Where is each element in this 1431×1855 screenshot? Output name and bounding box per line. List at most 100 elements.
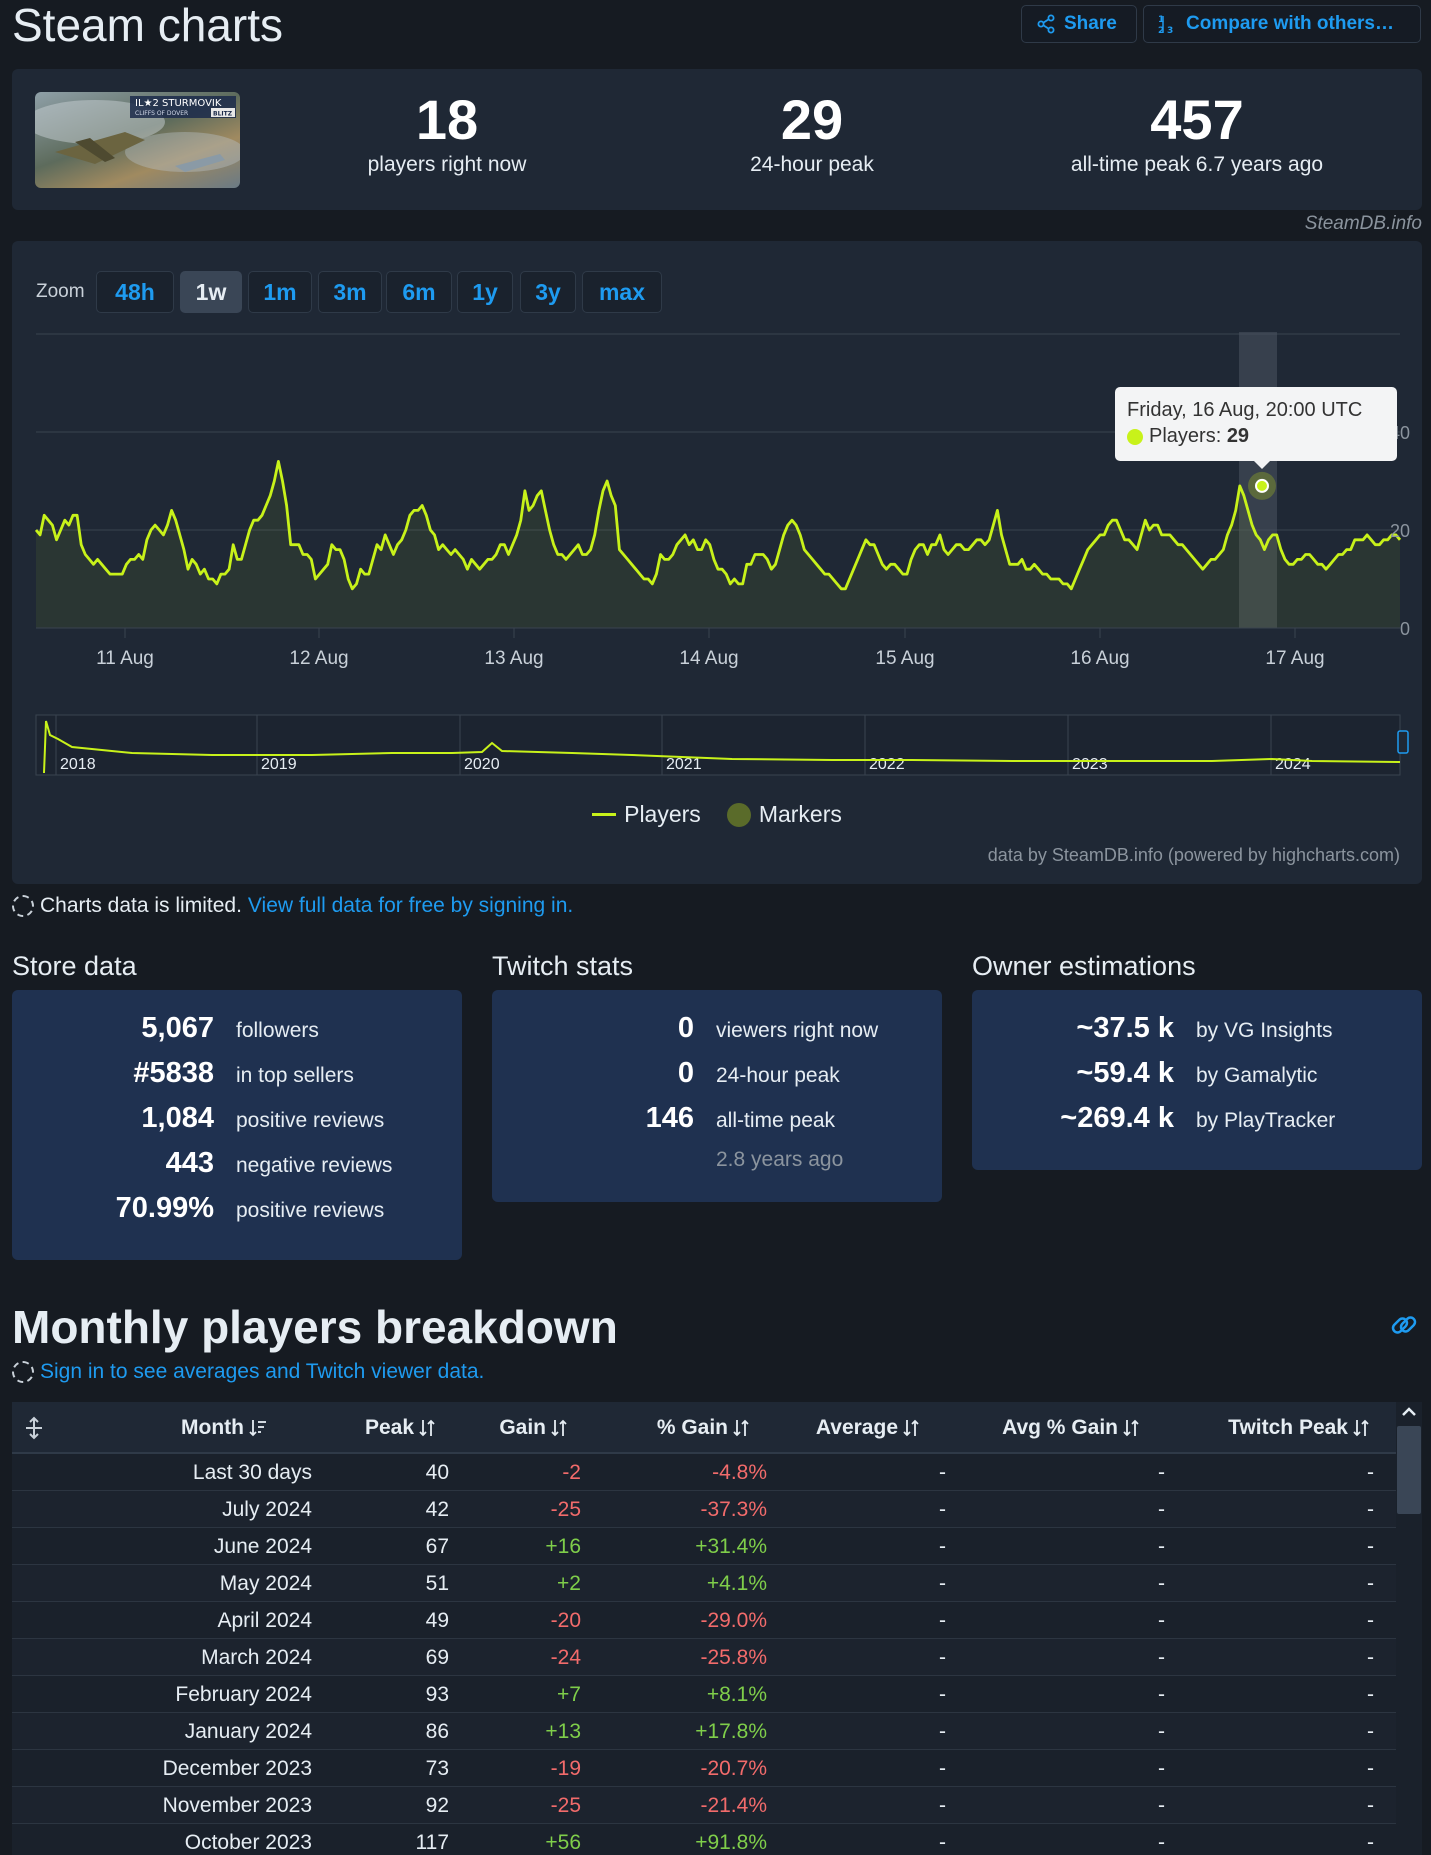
cell-pgain: -29.0% bbox=[700, 1609, 767, 1632]
monthly-signin-link[interactable]: Sign in to see averages and Twitch viewe… bbox=[40, 1360, 485, 1383]
owners-label[interactable]: by PlayTracker bbox=[1196, 1109, 1336, 1132]
table-row[interactable]: July 2024 42 -25 -37.3% - - - bbox=[12, 1491, 1396, 1528]
table-row[interactable]: June 2024 67 +16 +31.4% - - - bbox=[12, 1528, 1396, 1565]
peak-24h-stat: 29 24-hour peak bbox=[732, 89, 892, 177]
cell-pgain: +31.4% bbox=[695, 1535, 767, 1558]
owners-value: ~59.4 k bbox=[1076, 1057, 1174, 1089]
cell-twitch: - bbox=[1367, 1683, 1374, 1706]
table-row[interactable]: March 2024 69 -24 -25.8% - - - bbox=[12, 1639, 1396, 1676]
cell-gain: +56 bbox=[545, 1831, 581, 1854]
table-row[interactable]: November 2023 92 -25 -21.4% - - - bbox=[12, 1787, 1396, 1824]
table-scrollbar[interactable] bbox=[1396, 1402, 1422, 1855]
scroll-thumb[interactable] bbox=[1397, 1426, 1421, 1514]
game-thumbnail[interactable]: IL★2 STURMOVIK CLIFFS OF DOVER BLITZ bbox=[35, 92, 240, 188]
highlight-point bbox=[1255, 478, 1269, 493]
cell-month: December 2023 bbox=[162, 1757, 312, 1780]
column-header-twitch-peak[interactable]: Twitch Peak bbox=[1228, 1416, 1372, 1440]
zoom-button-1m[interactable]: 1m bbox=[248, 271, 312, 313]
column-header-average[interactable]: Average bbox=[816, 1416, 922, 1440]
link-icon[interactable] bbox=[1389, 1310, 1419, 1340]
twitch-label: 24-hour peak bbox=[716, 1064, 840, 1087]
sort-icon bbox=[1123, 1420, 1139, 1437]
alltime-peak-label[interactable]: all-time peak 6.7 years ago bbox=[1070, 152, 1324, 176]
legend-line-icon bbox=[592, 813, 617, 816]
store-value: 1,084 bbox=[141, 1102, 214, 1134]
zoom-button-6m[interactable]: 6m bbox=[386, 271, 452, 313]
zoom-button-48h[interactable]: 48h bbox=[96, 271, 174, 313]
tooltip-series-dot bbox=[1127, 428, 1143, 445]
sort-icon bbox=[1353, 1420, 1369, 1437]
store-value: 5,067 bbox=[141, 1012, 214, 1044]
compare-button[interactable]: 1 2 3 Compare with others… bbox=[1143, 5, 1421, 43]
column-header-label: % Gain bbox=[656, 1416, 728, 1439]
cell-avg: - bbox=[939, 1461, 946, 1484]
players-now-label: players right now bbox=[367, 152, 527, 176]
store-value: #5838 bbox=[133, 1057, 214, 1089]
chart-credit[interactable]: data by SteamDB.info (powered by highcha… bbox=[987, 845, 1400, 865]
cell-twitch: - bbox=[1367, 1609, 1374, 1632]
players-now-value: 18 bbox=[415, 88, 479, 151]
zoom-button-max[interactable]: max bbox=[582, 271, 662, 313]
zoom-button-3y[interactable]: 3y bbox=[520, 271, 576, 313]
table-row[interactable]: May 2024 51 +2 +4.1% - - - bbox=[12, 1565, 1396, 1602]
table-row[interactable]: February 2024 93 +7 +8.1% - - - bbox=[12, 1676, 1396, 1713]
legend-players[interactable]: Players bbox=[592, 801, 701, 828]
cell-avg: - bbox=[939, 1720, 946, 1743]
store-value: 443 bbox=[165, 1147, 214, 1179]
owners-value: ~37.5 k bbox=[1076, 1012, 1174, 1044]
zoom-button-1y[interactable]: 1y bbox=[457, 271, 513, 313]
owners-row: ~37.5 k by VG Insights bbox=[972, 1012, 1422, 1045]
cell-avgp: - bbox=[1158, 1609, 1165, 1632]
twitch-row: 146 all-time peak bbox=[492, 1102, 942, 1135]
navigator-series bbox=[43, 720, 1401, 774]
share-button[interactable]: Share bbox=[1021, 5, 1137, 43]
players-now-stat: 18 players right now bbox=[332, 89, 562, 177]
cell-avgp: - bbox=[1158, 1461, 1165, 1484]
table-row[interactable]: January 2024 86 +13 +17.8% - - - bbox=[12, 1713, 1396, 1750]
signin-link[interactable]: View full data for free by signing in. bbox=[247, 894, 574, 917]
cell-gain: -19 bbox=[550, 1757, 581, 1780]
owners-label[interactable]: by Gamalytic bbox=[1196, 1064, 1318, 1087]
navigator-year-label: 2020 bbox=[464, 756, 500, 773]
column-header-peak[interactable]: Peak bbox=[365, 1416, 438, 1440]
cell-avg: - bbox=[939, 1609, 946, 1632]
tooltip-value: 29 bbox=[1226, 425, 1250, 447]
column-header-gain[interactable]: Gain bbox=[499, 1416, 570, 1440]
cell-gain: +7 bbox=[557, 1683, 581, 1706]
twitch-label: viewers right now bbox=[716, 1019, 879, 1042]
scroll-up-icon[interactable] bbox=[1401, 1406, 1417, 1418]
cell-avgp: - bbox=[1158, 1535, 1165, 1558]
twitch-label: all-time peak bbox=[716, 1109, 836, 1132]
tooltip-series-label: Players: bbox=[1149, 425, 1222, 447]
table-row[interactable]: Last 30 days 40 -2 -4.8% - - - bbox=[12, 1454, 1396, 1491]
store-label: in top sellers bbox=[236, 1064, 354, 1087]
steamdb-credit: SteamDB.info bbox=[1304, 213, 1422, 234]
cell-twitch: - bbox=[1367, 1794, 1374, 1817]
cell-pgain: +17.8% bbox=[695, 1720, 767, 1743]
cell-avg: - bbox=[939, 1498, 946, 1521]
cell-twitch: - bbox=[1367, 1498, 1374, 1521]
column-header-month[interactable]: Month bbox=[181, 1416, 268, 1440]
legend-markers[interactable]: Markers bbox=[726, 801, 842, 828]
table-row[interactable]: April 2024 49 -20 -29.0% - - - bbox=[12, 1602, 1396, 1639]
x-tick-label: 17 Aug bbox=[1265, 648, 1324, 669]
column-header-avg-gain[interactable]: Avg % Gain bbox=[1002, 1416, 1142, 1440]
tooltip-value-row: Players: 29 bbox=[1127, 423, 1385, 449]
column-header-label: Peak bbox=[364, 1416, 414, 1439]
chart-legend: Players Markers bbox=[12, 801, 1422, 828]
cell-pgain: +4.1% bbox=[706, 1572, 767, 1595]
cell-twitch: - bbox=[1367, 1831, 1374, 1854]
zoom-button-1w[interactable]: 1w bbox=[180, 271, 242, 313]
table-row[interactable]: October 2023 117 +56 +91.8% - - - bbox=[12, 1824, 1396, 1855]
table-row[interactable]: December 2023 73 -19 -20.7% - - - bbox=[12, 1750, 1396, 1787]
zoom-button-3m[interactable]: 3m bbox=[318, 271, 382, 313]
store-data-title: Store data bbox=[12, 951, 137, 981]
resize-handle-icon[interactable] bbox=[24, 1416, 44, 1440]
owners-label[interactable]: by VG Insights bbox=[1196, 1019, 1333, 1042]
x-tick-label: 13 Aug bbox=[484, 648, 543, 669]
column-header--gain[interactable]: % Gain bbox=[657, 1416, 752, 1440]
peak-24h-value: 29 bbox=[780, 88, 844, 151]
cell-avgp: - bbox=[1158, 1646, 1165, 1669]
navigator-year-label: 2021 bbox=[666, 756, 702, 773]
